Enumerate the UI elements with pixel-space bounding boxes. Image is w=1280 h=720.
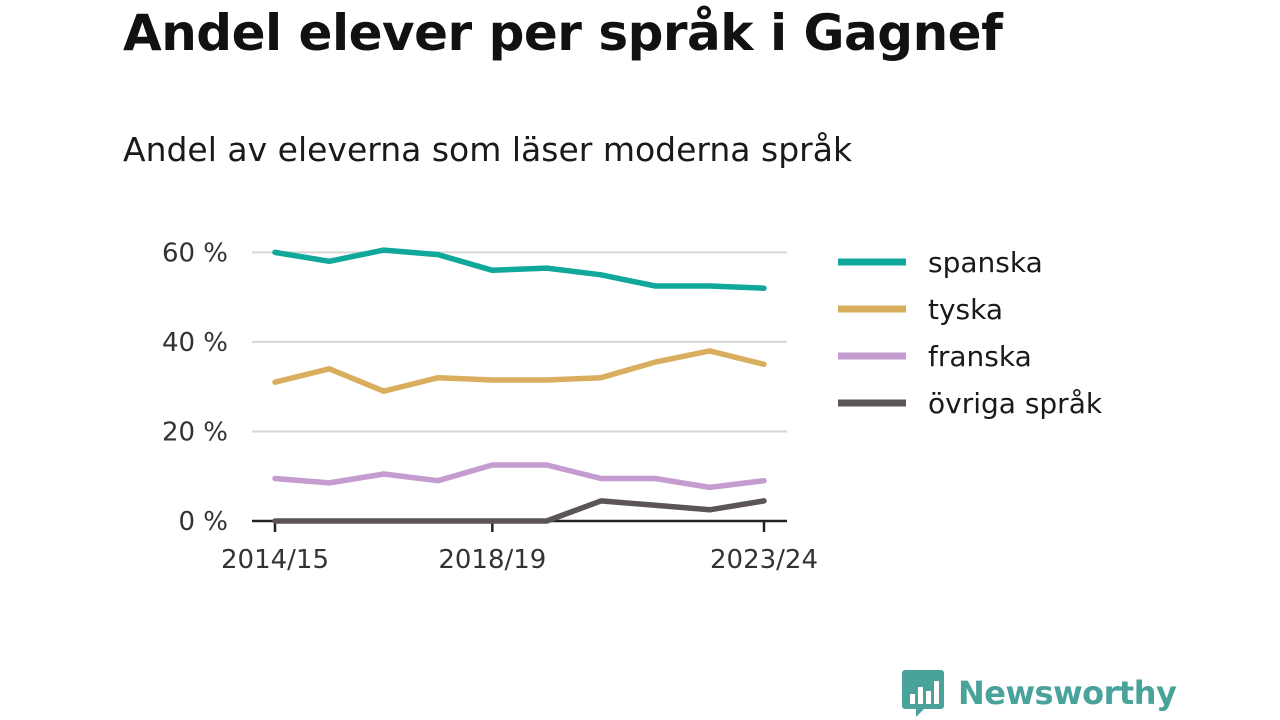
- chart-title: Andel elever per språk i Gagnef: [123, 4, 1003, 62]
- series-line-övriga-språk: [272, 498, 767, 524]
- gridlines: [252, 251, 787, 433]
- legend: spanska tyska franska övriga språk: [838, 246, 1103, 420]
- newsworthy-logo: Newsworthy: [902, 668, 1177, 718]
- series-line-franska: [272, 462, 767, 491]
- brand-name: Newsworthy: [958, 674, 1177, 712]
- legend-label: spanska: [928, 246, 1043, 279]
- legend-label: franska: [928, 340, 1032, 373]
- y-tick-label: 20 %: [162, 417, 228, 447]
- series-line-tyska: [272, 348, 767, 394]
- y-tick-label: 60 %: [162, 238, 228, 268]
- x-tick-label: 2014/15: [221, 545, 329, 575]
- series-line-spanska: [272, 247, 767, 291]
- chart-subtitle: Andel av eleverna som läser moderna språ…: [123, 130, 853, 169]
- x-tick-label: 2023/24: [710, 545, 818, 575]
- y-tick-label: 40 %: [162, 328, 228, 358]
- axes: 0 % 20 % 40 % 60 % 2014/15 2018/19 2023/24: [162, 238, 818, 575]
- x-tick-label: 2018/19: [438, 545, 546, 575]
- legend-label: tyska: [928, 293, 1003, 326]
- newsworthy-logo-icon: [902, 670, 944, 717]
- legend-label: övriga språk: [928, 387, 1103, 420]
- y-tick-label: 0 %: [178, 507, 228, 537]
- series-lines: [272, 247, 767, 524]
